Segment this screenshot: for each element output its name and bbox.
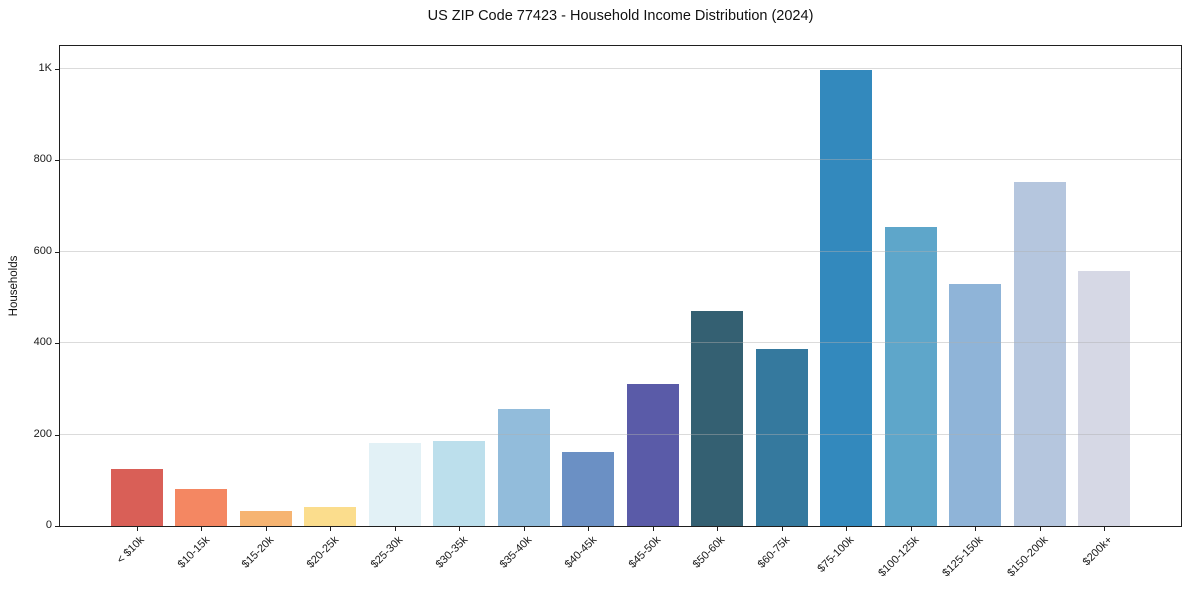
- y-tick-mark: [55, 343, 59, 345]
- bar: [239, 510, 292, 526]
- bar: [820, 69, 873, 526]
- chart-title: US ZIP Code 77423 - Household Income Dis…: [427, 8, 814, 24]
- gridline: [60, 342, 1181, 344]
- bar: [626, 384, 679, 526]
- x-tick-label: $20-25k: [304, 534, 341, 571]
- gridline: [60, 159, 1181, 161]
- gridline: [60, 67, 1181, 69]
- bar: [1078, 271, 1131, 526]
- bar: [755, 348, 808, 526]
- x-tick-mark: [717, 527, 719, 531]
- bar: [949, 283, 1002, 526]
- bar: [1013, 182, 1066, 526]
- x-tick-mark: [330, 527, 332, 531]
- x-tick-label: $35-40k: [497, 534, 535, 571]
- bar: [433, 440, 486, 526]
- bar: [691, 311, 744, 526]
- bar: [497, 409, 550, 526]
- x-tick-label: $25-30k: [368, 534, 406, 571]
- x-tick-label: $75-100k: [815, 534, 857, 575]
- bar: [175, 489, 228, 526]
- x-tick-label: $100-125k: [875, 534, 922, 580]
- y-tick-label: 1K: [38, 61, 52, 74]
- x-tick-mark: [588, 527, 590, 531]
- y-tick-mark: [55, 160, 59, 162]
- y-axis-label: Households: [8, 255, 20, 317]
- bar: [304, 507, 357, 526]
- x-tick-label: < $10k: [115, 534, 148, 567]
- x-tick-mark: [523, 527, 525, 531]
- y-tick-mark: [55, 434, 59, 436]
- x-tick-mark: [394, 527, 396, 531]
- gridline: [60, 433, 1181, 435]
- x-tick-label: $200k+: [1080, 534, 1115, 569]
- x-tick-label: $40-45k: [562, 534, 599, 571]
- y-tick-label: 400: [33, 336, 52, 349]
- y-tick-label: 600: [33, 244, 52, 257]
- x-tick-mark: [1104, 527, 1106, 531]
- x-tick-label: $45-50k: [626, 534, 664, 571]
- y-tick-label: 800: [33, 153, 52, 166]
- bar: [884, 226, 937, 526]
- plot-area: [59, 45, 1182, 527]
- x-tick-label: $30-35k: [433, 534, 470, 571]
- y-tick-mark: [55, 526, 59, 527]
- y-tick-mark: [55, 251, 59, 253]
- x-tick-mark: [201, 527, 203, 531]
- x-tick-label: $60-75k: [755, 534, 793, 571]
- x-tick-mark: [910, 527, 912, 531]
- x-tick-mark: [265, 527, 267, 531]
- x-tick-label: $50-60k: [691, 534, 728, 571]
- x-tick-label: $10-15k: [175, 534, 212, 571]
- x-tick-mark: [846, 527, 848, 531]
- x-tick-mark: [136, 527, 138, 531]
- x-tick-mark: [652, 527, 654, 531]
- bar: [368, 443, 421, 526]
- x-tick-label: $150-200k: [1004, 534, 1051, 580]
- x-tick-mark: [1039, 527, 1041, 531]
- x-tick-label: $15-20k: [239, 534, 277, 571]
- bar: [562, 451, 615, 526]
- y-tick-label: 0: [45, 519, 52, 531]
- x-tick-label: $125-150k: [940, 534, 986, 580]
- y-tick-label: 200: [33, 427, 52, 440]
- x-tick-mark: [459, 527, 461, 531]
- x-tick-mark: [781, 527, 783, 531]
- y-tick-mark: [55, 68, 59, 70]
- x-tick-mark: [975, 527, 977, 531]
- gridline: [60, 250, 1181, 252]
- bar: [110, 468, 163, 526]
